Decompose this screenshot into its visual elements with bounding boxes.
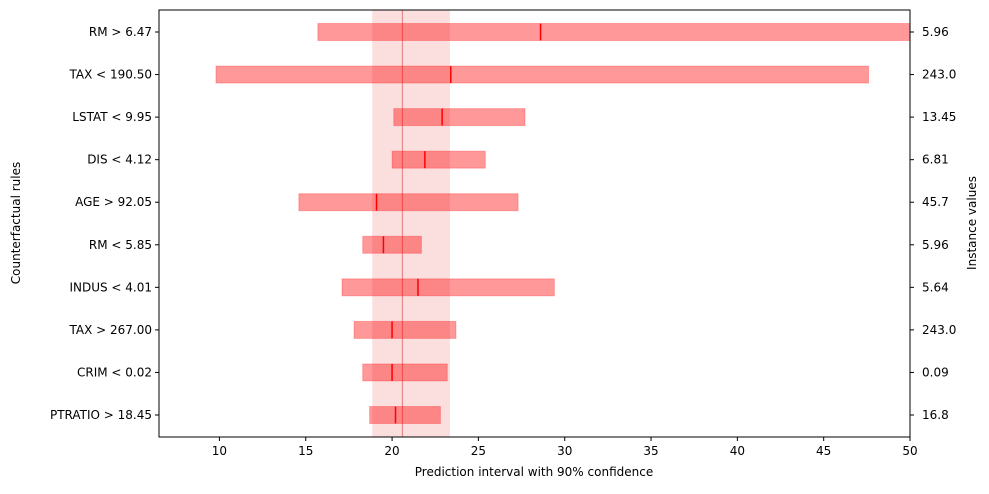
instance-value-label: 45.7 bbox=[922, 195, 949, 209]
rule-label: AGE > 92.05 bbox=[75, 195, 152, 209]
interval-bar bbox=[393, 108, 526, 127]
interval-bar bbox=[341, 278, 555, 297]
x-tick-label: 45 bbox=[816, 444, 831, 458]
rule-label: LSTAT < 9.95 bbox=[72, 110, 152, 124]
instance-value-label: 13.45 bbox=[922, 110, 956, 124]
base-interval-band bbox=[372, 10, 450, 437]
x-tick-label: 10 bbox=[212, 444, 227, 458]
rule-label: RM > 6.47 bbox=[89, 25, 152, 39]
rule-label: TAX < 190.50 bbox=[69, 68, 153, 82]
rule-label: DIS < 4.12 bbox=[87, 153, 152, 167]
x-tick-label: 15 bbox=[298, 444, 313, 458]
instance-value-label: 243.0 bbox=[922, 323, 956, 337]
instance-value-label: 5.96 bbox=[922, 25, 949, 39]
instance-value-label: 243.0 bbox=[922, 68, 956, 82]
interval-bar bbox=[391, 150, 486, 169]
x-tick-label: 50 bbox=[902, 444, 917, 458]
x-tick-label: 25 bbox=[471, 444, 486, 458]
x-tick-label: 40 bbox=[730, 444, 745, 458]
rule-label: CRIM < 0.02 bbox=[77, 365, 152, 379]
instance-value-label: 0.09 bbox=[922, 365, 949, 379]
interval-bar bbox=[362, 363, 448, 382]
x-tick-label: 20 bbox=[384, 444, 399, 458]
interval-bar bbox=[369, 406, 441, 424]
instance-value-label: 6.81 bbox=[922, 153, 949, 167]
y-axis-label-left: Counterfactual rules bbox=[9, 162, 23, 284]
interval-bar bbox=[353, 320, 457, 339]
plot-frame bbox=[158, 9, 911, 438]
axis-layer: RM > 6.47 5.96 TAX < 190.50 243.0 LSTAT < 9.… bbox=[50, 25, 956, 458]
interval-bar bbox=[298, 193, 519, 212]
instance-value-label: 16.8 bbox=[922, 408, 949, 422]
x-tick-label: 35 bbox=[643, 444, 658, 458]
rule-label: INDUS < 4.01 bbox=[69, 280, 152, 294]
interval-bar bbox=[362, 235, 422, 254]
rule-label: PTRATIO > 18.45 bbox=[50, 408, 152, 422]
rule-label: RM < 5.85 bbox=[89, 238, 152, 252]
plot-layer bbox=[215, 10, 911, 437]
x-tick-label: 30 bbox=[557, 444, 572, 458]
rule-label: TAX > 267.00 bbox=[69, 323, 153, 337]
x-axis-label: Prediction interval with 90% confidence bbox=[415, 465, 653, 479]
instance-value-label: 5.64 bbox=[922, 280, 949, 294]
instance-value-label: 5.96 bbox=[922, 238, 949, 252]
interval-bar bbox=[215, 65, 870, 84]
interval-bar bbox=[317, 23, 911, 41]
y-axis-label-right: Instance values bbox=[965, 176, 979, 270]
